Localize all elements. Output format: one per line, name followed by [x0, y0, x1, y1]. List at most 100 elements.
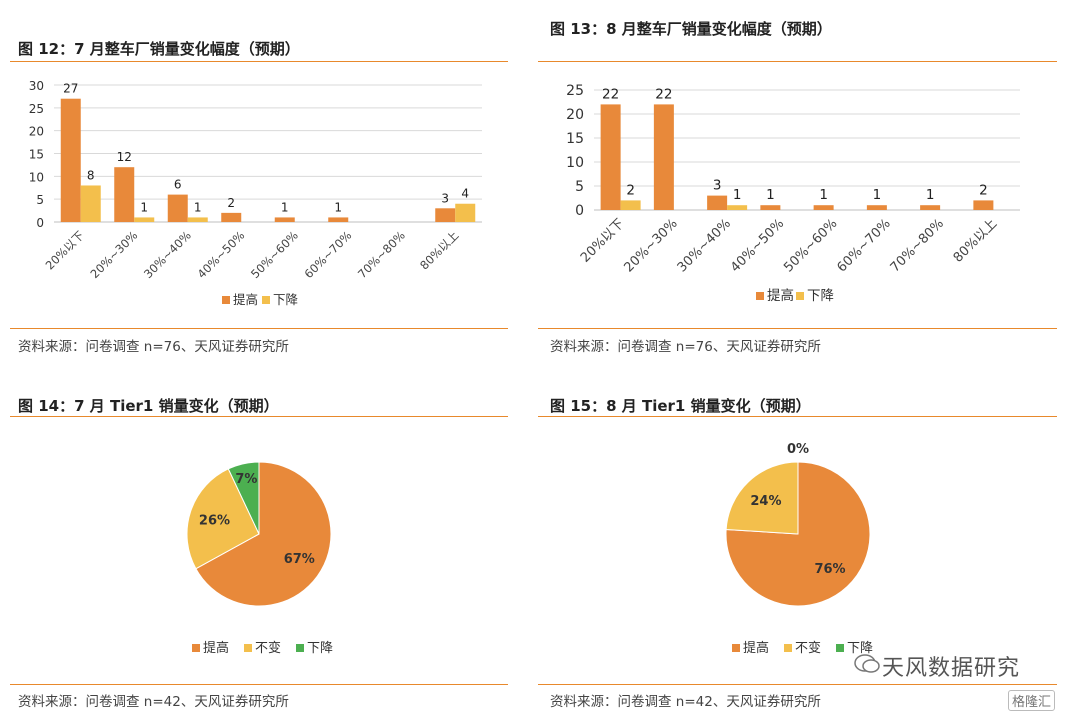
figure-13-title: 图 13：8 月整车厂销量变化幅度（预期） [550, 20, 832, 38]
bar-increase [920, 205, 941, 210]
pie-label: 67% [284, 552, 315, 567]
data-label: 1 [873, 187, 882, 203]
data-label: 2 [979, 182, 988, 198]
pie-slice-下降 [227, 461, 260, 535]
y-tick-label: 25 [29, 102, 44, 116]
pie-label: 0% [787, 442, 809, 457]
pie-label: 76% [814, 562, 845, 577]
y-tick-label: 20 [29, 125, 44, 139]
legend-label: 提高 [233, 292, 258, 307]
bar-increase [866, 205, 887, 210]
bar-increase [760, 205, 781, 210]
x-tick-label: 40%~50% [195, 228, 248, 281]
watermark-badge: 格隆汇 [1008, 690, 1056, 711]
pie-label: 24% [750, 494, 781, 509]
bar-increase [167, 194, 188, 222]
data-label: 1 [819, 187, 828, 203]
data-label: 27 [63, 82, 78, 96]
data-label: 22 [602, 86, 619, 102]
legend-swatch [222, 296, 230, 304]
bar-increase [813, 205, 834, 210]
x-tick-label: 20%~30% [622, 216, 681, 275]
pie-slice-提高 [195, 461, 332, 607]
x-tick-label: 20%以下 [578, 216, 627, 265]
figure-15-title: 图 15：8 月 Tier1 销量变化（预期） [550, 397, 811, 415]
figure-15-bottom-rule [538, 684, 1057, 685]
data-label: 1 [926, 187, 935, 203]
bar-decrease [134, 217, 155, 222]
figure-14-title: 图 14：7 月 Tier1 销量变化（预期） [18, 397, 279, 415]
figure-14-pie-chart: 67% 26% 7% 提高 不变 下降 [186, 461, 333, 656]
legend-label: 下降 [307, 641, 333, 656]
x-tick-label: 60%~70% [835, 216, 894, 275]
y-tick-label: 10 [29, 170, 44, 184]
bar-increase [600, 104, 621, 210]
figure-13-source: 资料来源：问卷调查 n=76、天风证券研究所 [550, 339, 821, 355]
data-label: 1 [281, 200, 289, 214]
x-tick-label: 70%~80% [355, 228, 408, 281]
bar-increase [653, 104, 674, 210]
legend-swatch [836, 644, 844, 652]
bar-increase [60, 98, 81, 222]
x-tick-label: 30%~40% [141, 228, 194, 281]
x-tick-label: 20%~30% [88, 228, 141, 281]
data-label: 6 [174, 178, 182, 192]
legend-swatch [756, 292, 764, 300]
y-tick-label: 0 [36, 216, 44, 230]
legend-label: 提高 [203, 640, 229, 656]
legend-label: 提高 [767, 287, 794, 304]
y-tick-label: 15 [566, 131, 584, 147]
figure-14-source: 资料来源：问卷调查 n=42、天风证券研究所 [18, 694, 289, 710]
data-label: 1 [334, 200, 342, 214]
legend-label: 下降 [273, 292, 299, 307]
y-tick-label: 20 [566, 107, 584, 123]
data-label: 1 [140, 200, 148, 214]
figure-14-top-rule [10, 416, 508, 417]
y-tick-label: 0 [575, 203, 584, 219]
data-label: 1 [194, 200, 202, 214]
figure-13-bottom-rule [538, 328, 1057, 329]
data-label: 1 [766, 187, 775, 203]
bar-increase [114, 167, 135, 222]
watermark-chat-icon [854, 654, 880, 674]
legend-swatch [784, 644, 792, 652]
data-label: 4 [461, 187, 469, 201]
data-label: 2 [626, 182, 635, 198]
figure-15-source: 资料来源：问卷调查 n=42、天风证券研究所 [550, 694, 821, 710]
figure-15-pie-chart: 76% 24% 0% 提高 不变 下降 [725, 442, 873, 656]
legend-label: 提高 [743, 640, 769, 656]
pie-slice-不变 [725, 461, 799, 535]
data-label: 3 [441, 191, 449, 205]
figure-12-title: 图 12：7 月整车厂销量变化幅度（预期） [18, 40, 300, 58]
bar-increase [707, 195, 728, 210]
y-tick-label: 5 [36, 193, 44, 207]
watermark-text: 天风数据研究 [882, 656, 1021, 681]
x-tick-label: 60%~70% [302, 228, 355, 281]
legend-swatch [732, 644, 740, 652]
bar-decrease [620, 200, 641, 210]
figure-12-source: 资料来源：问卷调查 n=76、天风证券研究所 [18, 339, 289, 355]
y-tick-label: 15 [29, 148, 44, 162]
x-tick-label: 20%以下 [43, 228, 87, 272]
pie-label: 26% [199, 514, 230, 529]
x-tick-label: 40%~50% [728, 216, 787, 275]
x-tick-label: 50%~60% [248, 228, 301, 281]
legend-swatch [244, 644, 252, 652]
x-tick-label: 50%~60% [781, 216, 840, 275]
bar-increase [328, 217, 349, 222]
figure-14-bottom-rule [10, 684, 508, 685]
legend-label: 下降 [847, 641, 873, 656]
legend-label: 下降 [807, 288, 835, 304]
data-label: 12 [117, 150, 132, 164]
bar-decrease [187, 217, 208, 222]
legend-swatch [796, 292, 804, 300]
figure-13-top-rule [538, 61, 1057, 62]
x-tick-label: 80%以上 [951, 216, 1000, 265]
bar-decrease [455, 203, 476, 222]
legend-swatch [296, 644, 304, 652]
bar-decrease [727, 205, 748, 210]
x-tick-label: 80%以上 [417, 228, 461, 272]
legend-swatch [262, 296, 270, 304]
